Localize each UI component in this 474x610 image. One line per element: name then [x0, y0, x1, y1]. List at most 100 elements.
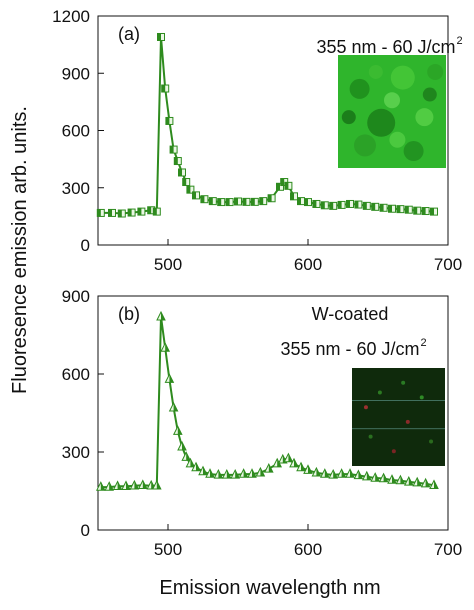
data-point [328, 468, 339, 479]
data-point [238, 468, 249, 478]
data-point [297, 197, 305, 206]
marker-fill [109, 482, 114, 491]
y-tick-label: 900 [62, 64, 90, 83]
y-tick-label: 0 [81, 521, 90, 540]
data-point [329, 201, 338, 210]
inset-texture [384, 92, 400, 109]
marker-fill [288, 453, 293, 462]
data-point [112, 480, 123, 491]
data-point [217, 198, 226, 207]
data-point [181, 451, 192, 461]
marker-fill [126, 481, 130, 490]
annotation-line: W-coated [312, 304, 389, 324]
inset-texture [415, 108, 434, 127]
marker-fill [341, 469, 346, 478]
marker-fill [153, 208, 157, 216]
annotation-superscript: 2 [421, 337, 427, 349]
inset-speck [429, 439, 434, 444]
data-point [296, 461, 306, 472]
data-point [108, 208, 116, 217]
inset-texture [349, 78, 370, 99]
x-tick-label: 600 [294, 540, 322, 559]
marker-fill [383, 473, 388, 482]
data-point [304, 198, 312, 207]
inset-texture [368, 64, 383, 79]
marker-fill [137, 208, 142, 216]
panel-label-a: (a) [118, 24, 140, 44]
y-axis-title: Fluoresence emission arb. units. [9, 106, 31, 394]
data-point [129, 479, 140, 490]
data-point [225, 198, 234, 207]
data-point [250, 197, 259, 206]
marker-fill [234, 197, 238, 205]
marker-fill [156, 481, 161, 489]
marker-fill [161, 312, 165, 320]
annotation-superscript: 2 [457, 35, 463, 47]
data-point [208, 197, 217, 206]
data-point [156, 310, 166, 321]
marker-fill [259, 197, 264, 205]
marker-fill [366, 471, 371, 480]
inset-speck [419, 395, 424, 400]
data-point [362, 201, 371, 210]
marker-fill [157, 33, 161, 41]
data-point [395, 474, 406, 485]
y-tick-label: 1200 [52, 7, 90, 26]
marker-fill [422, 207, 426, 215]
data-point [370, 472, 381, 482]
marker-fill [371, 203, 376, 211]
data-point [320, 201, 329, 210]
marker-fill [182, 178, 187, 186]
marker-fill [392, 475, 396, 484]
marker-fill [260, 468, 265, 476]
data-point [247, 468, 257, 478]
marker-fill [177, 426, 182, 435]
marker-fill [97, 209, 101, 217]
data-point [137, 207, 146, 216]
annotation-line: 355 nm - 60 J/cm [316, 37, 455, 57]
y-tick-label: 300 [62, 443, 90, 462]
marker-fill [203, 466, 207, 475]
marker-fill [358, 470, 363, 479]
x-tick-label: 600 [294, 255, 322, 274]
data-point [387, 474, 397, 484]
inset-speck [405, 419, 410, 424]
marker-fill [294, 458, 298, 467]
data-point [96, 208, 105, 217]
marker-fill [190, 458, 195, 467]
inset-speck [363, 405, 368, 410]
marker-fill [142, 480, 147, 489]
marker-fill [316, 468, 321, 476]
panel-label-b: (b) [118, 304, 140, 324]
data-point [421, 207, 430, 216]
series-line-a [100, 36, 435, 215]
marker-fill [321, 201, 325, 209]
marker-fill [425, 478, 430, 487]
panel-b-chart: 0 300 600 900 500 600 700 (b) W-coated 355 nm - 6… [62, 287, 463, 559]
data-point [121, 480, 131, 491]
data-point [289, 457, 299, 468]
marker-fill [252, 469, 256, 478]
marker-fill [200, 195, 205, 203]
y-tick-label: 600 [62, 122, 90, 141]
inset-micrograph-b [352, 368, 445, 466]
marker-fill [182, 442, 186, 450]
marker-fill [268, 464, 273, 473]
data-point [303, 464, 313, 474]
data-point [182, 178, 191, 187]
marker-fill [243, 469, 248, 478]
data-point [191, 461, 201, 472]
marker-fill [134, 481, 139, 489]
data-point [429, 479, 439, 489]
data-point [290, 192, 298, 201]
marker-fill [380, 204, 384, 212]
data-point [379, 203, 388, 212]
inset-micrograph-a [338, 55, 446, 168]
marker-fill [324, 469, 329, 478]
marker-fill [290, 192, 294, 200]
data-point [200, 195, 209, 204]
marker-fill [100, 482, 105, 491]
data-point [283, 452, 294, 463]
marker-fill [430, 208, 434, 216]
